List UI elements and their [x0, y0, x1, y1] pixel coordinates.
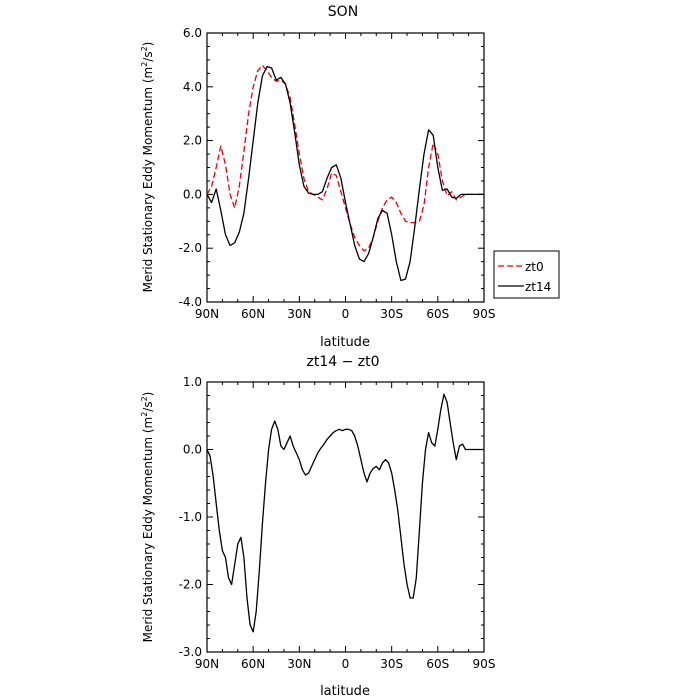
x-tick-label: 90N — [195, 307, 219, 321]
x-tick-label: 60S — [426, 307, 449, 321]
tick-label-group: 90N 60N 30N 0 30S 60S 90S -3.0 -2.0 -1.0 0.0 1.0 — [179, 375, 496, 671]
legend-label-zt14: zt14 — [525, 280, 551, 294]
chart-title: SON — [328, 4, 358, 20]
x-axis-label: latitude — [320, 684, 370, 699]
y-tick-label: 2.0 — [183, 134, 202, 148]
legend: zt0 zt14 — [493, 250, 560, 299]
x-tick-label: 90S — [473, 657, 496, 671]
tick-label-group: 90N 60N 30N 0 30S 60S 90S -4.0 -2.0 0.0 2.0 4.0 6.0 — [179, 26, 496, 321]
chart-panel-difference: zt14 − zt0 90N 60N 30N 0 30S 60S 90S -3.0 -2.0 -1… — [140, 354, 495, 699]
y-tick-label: 4.0 — [183, 80, 202, 94]
legend-label-zt0: zt0 — [525, 260, 544, 274]
chart-panel-son: SON 90N 60N 30N 0 30S 60S 90S -4.0 -2.0 0.0 2.0 4.0… — [140, 4, 495, 350]
x-tick-label: 60S — [426, 657, 449, 671]
x-tick-label: 60N — [241, 657, 265, 671]
x-tick-label: 90N — [195, 657, 219, 671]
series-group — [206, 64, 484, 282]
x-tick-label: 60N — [241, 307, 265, 321]
y-axis-label: Merid Stationary Eddy Momentum (m2/s2) — [140, 392, 155, 643]
chart-title: zt14 − zt0 — [306, 354, 379, 370]
series-line-zt0 — [206, 64, 484, 252]
y-tick-label: 0.0 — [183, 443, 202, 457]
series-line-zt14-zt0 — [206, 393, 484, 633]
x-tick-label: 30S — [380, 657, 403, 671]
legend-box — [493, 250, 560, 299]
x-tick-label: 30N — [287, 307, 311, 321]
series-line-zt14 — [206, 65, 484, 282]
tick-group — [206, 381, 485, 653]
x-axis-label: latitude — [320, 335, 370, 350]
y-tick-label: -2.0 — [179, 578, 202, 592]
y-tick-label: 0.0 — [183, 187, 202, 201]
y-tick-label: 1.0 — [183, 375, 202, 389]
series-group — [206, 393, 484, 633]
y-tick-label: -4.0 — [179, 295, 202, 309]
y-axis-label: Merid Stationary Eddy Momentum (m2/s2) — [140, 42, 155, 293]
x-tick-label: 90S — [473, 307, 496, 321]
x-tick-label: 0 — [342, 657, 350, 671]
y-tick-label: -2.0 — [179, 241, 202, 255]
y-tick-label: 6.0 — [183, 26, 202, 40]
x-tick-label: 30S — [380, 307, 403, 321]
y-tick-label: -1.0 — [179, 510, 202, 524]
plot-frame — [206, 32, 485, 303]
y-tick-label: -3.0 — [179, 645, 202, 659]
tick-group — [206, 32, 485, 303]
x-tick-label: 30N — [287, 657, 311, 671]
x-tick-label: 0 — [342, 307, 350, 321]
